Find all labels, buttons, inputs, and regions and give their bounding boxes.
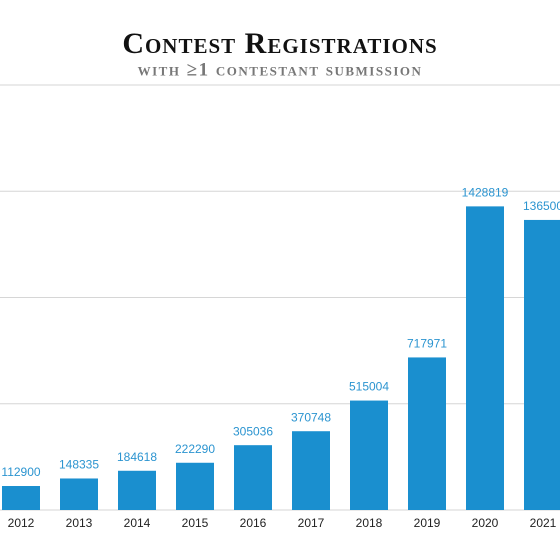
- bar: [292, 431, 330, 510]
- x-tick-label: 2019: [414, 516, 441, 530]
- bar: [176, 462, 214, 510]
- value-label: 1428819: [462, 186, 509, 200]
- value-label: 305036: [233, 424, 273, 438]
- value-label: 136500: [523, 199, 560, 213]
- value-label: 112900: [1, 465, 40, 479]
- x-tick-label: 2020: [472, 516, 499, 530]
- x-tick-label: 2012: [8, 516, 35, 530]
- x-tick-label: 2015: [182, 516, 209, 530]
- chart-subtitle: with ≥1 contestant submission: [138, 59, 423, 80]
- bar: [60, 478, 98, 510]
- chart-title: Contest Registrations: [122, 27, 437, 60]
- value-label: 717971: [407, 337, 447, 351]
- value-label: 184618: [117, 450, 157, 464]
- bar: [408, 357, 446, 510]
- bar: [524, 219, 560, 510]
- bar: [2, 486, 40, 510]
- bar: [466, 206, 504, 510]
- value-label: 148335: [59, 458, 99, 472]
- x-tick-label: 2016: [240, 516, 267, 530]
- x-tick-label: 2017: [298, 516, 325, 530]
- x-tick-label: 2014: [124, 516, 151, 530]
- bar: [350, 400, 388, 510]
- value-label: 370748: [291, 410, 331, 424]
- value-label: 515004: [349, 380, 389, 394]
- x-tick-label: 2018: [356, 516, 383, 530]
- x-tick-label: 2013: [66, 516, 93, 530]
- bar: [118, 470, 156, 510]
- value-label: 222290: [175, 442, 215, 456]
- x-tick-label: 2021: [530, 516, 557, 530]
- bar: [234, 445, 272, 510]
